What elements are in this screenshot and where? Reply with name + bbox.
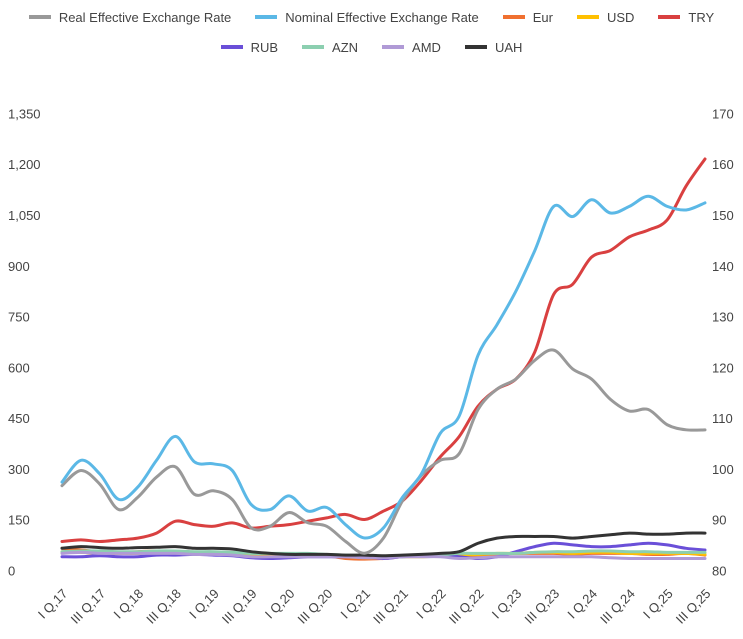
legend-label: RUB: [250, 39, 279, 55]
legend-item: RUB: [220, 38, 279, 56]
x-tick-label: III Q,23: [521, 586, 562, 627]
x-tick-label: III Q,17: [68, 586, 109, 627]
x-tick-label: I Q,22: [413, 586, 449, 622]
x-tick-label: III Q,24: [597, 586, 638, 627]
y2-tick-label: 130: [712, 310, 734, 325]
series-line: [60, 531, 707, 558]
x-tick-label: I Q,17: [35, 586, 71, 622]
x-tick-label: III Q,19: [219, 586, 260, 627]
y2-tick-label: 140: [712, 259, 734, 274]
y2-tick-label: 170: [712, 106, 734, 121]
x-tick-label: III Q,22: [446, 586, 487, 627]
legend-swatch: [382, 45, 405, 49]
legend-label: USD: [606, 9, 635, 25]
y-tick-label: 1,200: [8, 157, 41, 172]
legend-swatch: [658, 15, 681, 19]
y2-tick-label: 120: [712, 360, 734, 375]
legend-swatch: [28, 15, 51, 19]
y2-tick-label: 150: [712, 208, 734, 223]
legend-item: AMD: [382, 38, 441, 56]
legend-swatch: [464, 45, 487, 49]
x-tick-label: I Q,25: [640, 586, 676, 622]
legend-label: Eur: [532, 9, 553, 25]
legend-swatch: [302, 45, 325, 49]
x-tick-label: I Q,18: [111, 586, 147, 622]
x-tick-label: III Q,21: [370, 586, 411, 627]
x-tick-label: I Q,19: [186, 586, 222, 622]
y2-tick-label: 110: [712, 411, 733, 426]
y-tick-label: 750: [8, 310, 30, 325]
y2-tick-label: 160: [712, 157, 734, 172]
y-tick-label: 300: [8, 462, 30, 477]
series-line: [60, 157, 707, 544]
legend-swatch: [255, 15, 278, 19]
series-line: [60, 348, 707, 555]
series-line: [60, 194, 707, 540]
y2-tick-label: 100: [712, 462, 734, 477]
y2-tick-label: 90: [712, 513, 726, 528]
y-tick-label: 150: [8, 513, 30, 528]
legend-swatch: [220, 45, 243, 49]
x-tick-label: I Q,21: [337, 586, 373, 622]
x-tick-label: I Q,24: [564, 586, 600, 622]
legend-label: AZN: [332, 39, 359, 55]
x-tick-label: III Q,25: [673, 586, 714, 627]
y2-tick-label: 80: [712, 563, 726, 578]
y-tick-label: 1,350: [8, 106, 41, 121]
legend-swatch: [576, 15, 599, 19]
legend-item: TRY: [658, 8, 714, 26]
legend-item: Nominal Effective Exchange Rate: [255, 8, 479, 26]
x-tick-label: III Q,20: [295, 586, 336, 627]
legend-item: USD: [576, 8, 635, 26]
legend-item: Real Effective Exchange Rate: [28, 8, 232, 26]
legend-label: Nominal Effective Exchange Rate: [285, 9, 479, 25]
y-tick-label: 0: [8, 563, 15, 578]
legend-label: AMD: [412, 39, 441, 55]
y-tick-label: 1,050: [8, 208, 41, 223]
y-tick-label: 900: [8, 259, 30, 274]
x-tick-label: III Q,18: [143, 586, 184, 627]
legend-label: UAH: [494, 39, 523, 55]
series-line: [60, 550, 707, 561]
y-tick-label: 450: [8, 411, 30, 426]
legend-label: TRY: [688, 9, 715, 25]
legend-label: Real Effective Exchange Rate: [58, 9, 232, 25]
x-tick-label: I Q,20: [262, 586, 298, 622]
y-tick-label: 600: [8, 360, 30, 375]
legend-item: AZN: [302, 38, 358, 56]
legend: Real Effective Exchange Rate Nominal Effe…: [0, 8, 743, 56]
x-tick-label: I Q,23: [489, 586, 525, 622]
legend-item: UAH: [464, 38, 523, 56]
legend-item: Eur: [502, 8, 553, 26]
legend-swatch: [502, 15, 525, 19]
